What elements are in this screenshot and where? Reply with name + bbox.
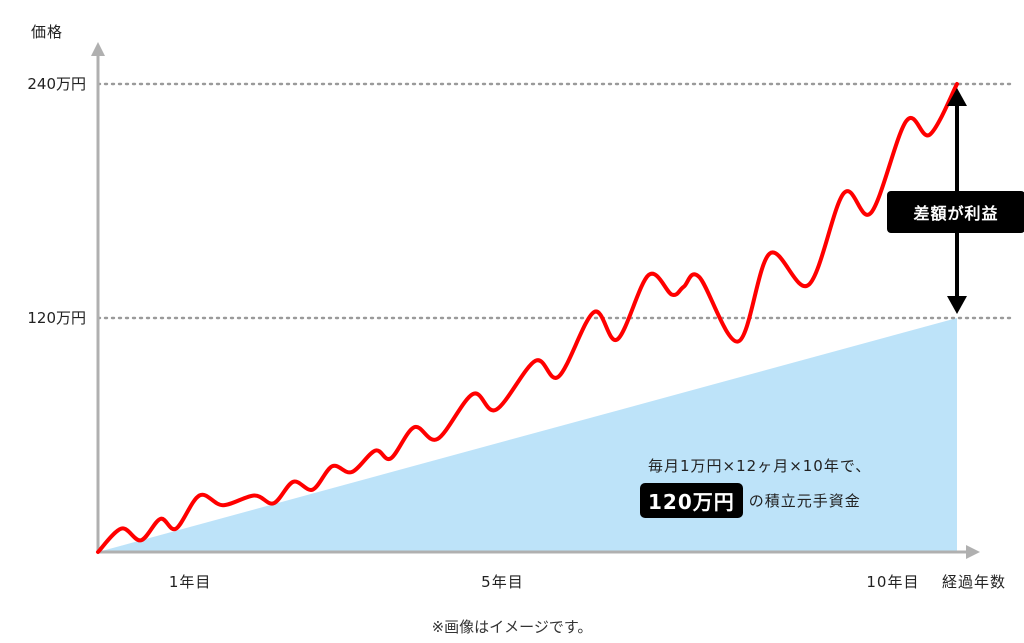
principal-annotation-line1: 毎月1万円×12ヶ月×10年で、 [648, 457, 872, 475]
y-tick-label: 240万円 [27, 75, 86, 93]
price-line [96, 82, 959, 554]
y-axis-title: 価格 [31, 23, 63, 41]
principal-amount-highlight: 120万円 [640, 483, 743, 518]
x-tick-label: 5年目 [481, 573, 524, 591]
profit-arrow-head-top [947, 88, 967, 106]
x-axis-arrowhead [966, 545, 980, 559]
profit-arrow-head-bottom [947, 296, 967, 314]
principal-annotation-line2: 120万円 の積立元手資金 [640, 483, 861, 518]
gridlines [96, 82, 1012, 320]
axis-labels: 価格 120万円 240万円 1年目 5年目 10年目 経過年数 [27, 23, 1006, 591]
x-tick-label: 1年目 [169, 573, 212, 591]
price-line-group [96, 82, 959, 554]
x-tick-label: 10年目 [866, 573, 919, 591]
footnote: ※画像はイメージです。 [431, 618, 593, 636]
axes [91, 42, 980, 559]
profit-badge: 差額が利益 [887, 191, 1024, 233]
principal-annotation-suffix: の積立元手資金 [748, 492, 861, 510]
y-axis-arrowhead [91, 42, 105, 56]
x-axis-title: 経過年数 [942, 573, 1006, 591]
y-tick-label: 120万円 [27, 309, 86, 327]
